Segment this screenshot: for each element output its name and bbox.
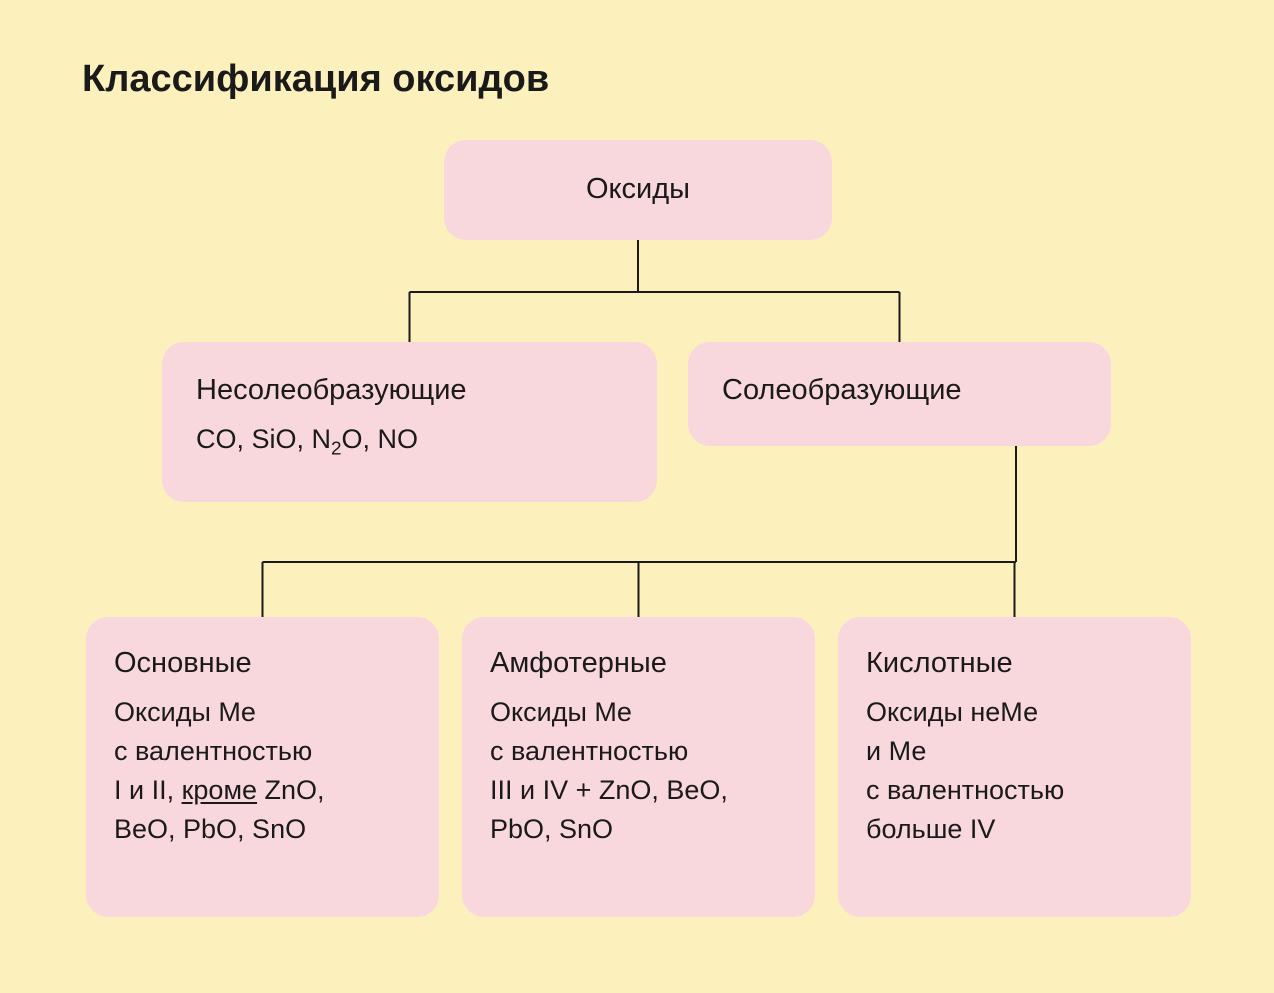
node-basic: Основные Оксиды Meс валентностьюI и II, к…	[86, 617, 439, 917]
node-acidic: Кислотные Оксиды неМеи Мес валентностьюбо…	[838, 617, 1191, 917]
canvas: Классификация оксидов Оксиды Несолеобразу…	[0, 0, 1274, 993]
node-root: Оксиды	[444, 140, 832, 240]
node-body-amphoteric: Оксиды Meс валентностьюIII и IV + ZnO, B…	[490, 693, 787, 850]
node-title-non_salt: Несолеобразующие	[196, 372, 623, 410]
diagram-title: Классификация оксидов	[82, 58, 549, 101]
node-title-salt: Солеобразующие	[722, 372, 1077, 410]
node-salt: Солеобразующие	[688, 342, 1111, 446]
node-body-basic: Оксиды Meс валентностьюI и II, кроме ZnO…	[114, 693, 411, 850]
node-body-acidic: Оксиды неМеи Мес валентностьюбольше IV	[866, 693, 1163, 850]
node-body-non_salt: CO, SiO, N2O, NO	[196, 420, 623, 459]
node-title-amphoteric: Амфотерные	[490, 645, 787, 683]
node-title-root: Оксиды	[586, 171, 690, 209]
node-non_salt: Несолеобразующие CO, SiO, N2O, NO	[162, 342, 657, 502]
node-amphoteric: Амфотерные Оксиды Meс валентностьюIII и I…	[462, 617, 815, 917]
node-title-basic: Основные	[114, 645, 411, 683]
node-title-acidic: Кислотные	[866, 645, 1163, 683]
